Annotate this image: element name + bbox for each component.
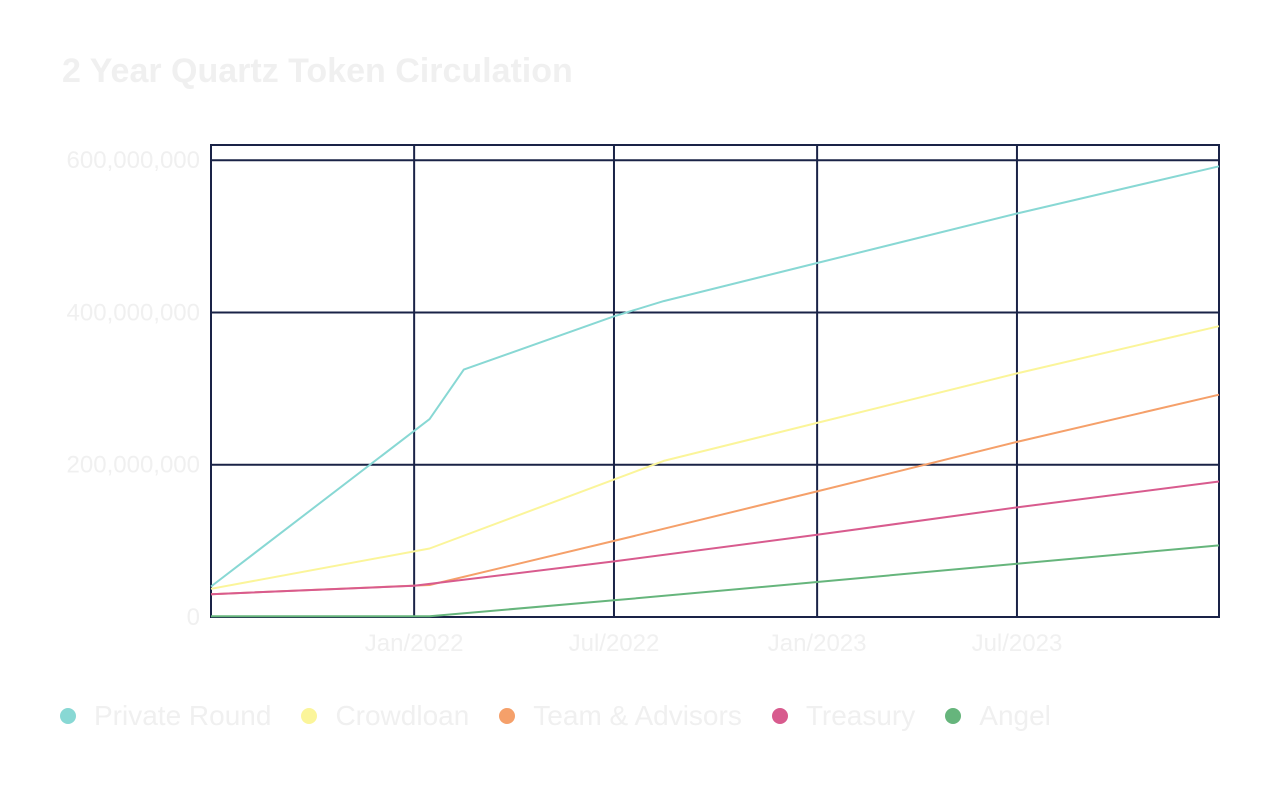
series-line-crowdloan xyxy=(210,325,1220,590)
x-axis: Jan/2022 Jul/2022 Jan/2023 Jul/2023 xyxy=(365,630,1063,657)
legend-label: Private Round xyxy=(94,700,272,731)
y-tick-label: 400,000,000 xyxy=(67,299,200,326)
legend-swatch xyxy=(301,708,318,724)
chart-grid xyxy=(210,144,1220,618)
plot-border xyxy=(210,144,1220,618)
y-tick-label: 0 xyxy=(187,604,200,631)
y-tick-label: 600,000,000 xyxy=(67,147,200,174)
series-line-private-round xyxy=(210,165,1220,588)
x-tick-label: Jul/2022 xyxy=(569,630,660,657)
series-line-team-advisors xyxy=(210,393,1220,596)
legend-label: Angel xyxy=(979,700,1051,731)
legend-item[interactable]: Crowdloan xyxy=(301,700,469,732)
x-tick-label: Jan/2023 xyxy=(768,630,867,657)
legend-swatch xyxy=(945,708,962,724)
y-tick-label: 200,000,000 xyxy=(67,452,200,479)
legend-item[interactable]: Treasury xyxy=(771,700,916,732)
x-tick-label: Jul/2023 xyxy=(972,630,1063,657)
legend-item[interactable]: Angel xyxy=(945,700,1051,732)
legend-swatch xyxy=(60,708,76,724)
series-line-treasury xyxy=(210,480,1220,596)
legend-item[interactable]: Private Round xyxy=(60,700,271,732)
legend-label: Treasury xyxy=(805,700,916,731)
legend-label: Crowdloan xyxy=(335,700,470,731)
legend-swatch xyxy=(771,708,788,724)
y-axis: 0 200,000,000 400,000,000 600,000,000 xyxy=(67,147,200,631)
chart-legend: Private Round Crowdloan Team & Advisors Tre… xyxy=(60,700,1081,732)
series-line-angel xyxy=(211,544,1220,618)
legend-item[interactable]: Team & Advisors xyxy=(499,700,742,732)
legend-label: Team & Advisors xyxy=(533,700,742,731)
chart-title: 2 Year Quartz Token Circulation xyxy=(62,52,573,90)
legend-swatch xyxy=(499,708,516,724)
x-tick-label: Jan/2022 xyxy=(365,630,464,657)
chart-series xyxy=(210,165,1220,618)
